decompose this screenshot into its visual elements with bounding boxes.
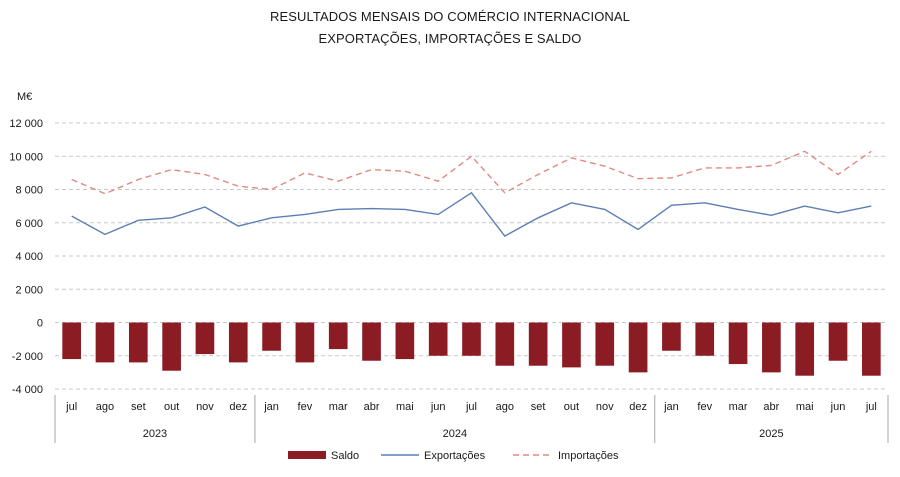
saldo-bar [428, 322, 448, 356]
chart-subtitle: EXPORTAÇÕES, IMPORTAÇÕES E SALDO [318, 31, 582, 46]
year-label: 2025 [759, 428, 783, 440]
saldo-bar [695, 322, 715, 356]
saldo-bar [828, 322, 848, 361]
x-tick-label: mai [396, 401, 414, 413]
saldo-bar [728, 322, 748, 365]
x-tick-label: set [531, 401, 546, 413]
x-tick-label: jul [865, 401, 877, 413]
saldo-bar [95, 322, 115, 363]
x-tick-label: out [564, 401, 579, 413]
x-tick-label: out [164, 401, 179, 413]
saldo-bar [862, 322, 881, 376]
y-tick-label: 8 000 [15, 185, 43, 197]
y-tick-label: 6 000 [15, 218, 43, 230]
x-tick-label: nov [196, 401, 214, 413]
x-tick-label: fev [697, 401, 712, 413]
x-tick-label: set [131, 401, 146, 413]
x-tick-label: jun [430, 401, 446, 413]
x-tick-label: jul [65, 401, 77, 413]
chart-title: RESULTADOS MENSAIS DO COMÉRCIO INTERNACI… [269, 9, 631, 24]
saldo-bar [462, 322, 481, 356]
saldo-bar [495, 322, 515, 366]
x-tick-label: mar [729, 401, 748, 413]
y-tick-label: 4 000 [15, 251, 43, 263]
x-tick-label: dez [229, 401, 247, 413]
y-tick-label: -4 000 [12, 384, 43, 396]
saldo-bar [662, 322, 681, 351]
legend-exportacoes-label: Exportações [424, 450, 486, 462]
saldo-bar [295, 322, 315, 363]
year-label: 2023 [143, 428, 167, 440]
saldo-bar [62, 322, 81, 360]
saldo-bar [362, 322, 381, 361]
saldo-bar [228, 322, 248, 363]
x-tick-label: mar [329, 401, 348, 413]
y-tick-label: 2 000 [15, 284, 43, 296]
saldo-bar [562, 322, 581, 368]
y-tick-label: 0 [37, 318, 43, 330]
x-tick-label: jun [830, 401, 846, 413]
x-tick-label: mai [796, 401, 814, 413]
importacoes-line [71, 150, 872, 195]
y-tick-label: -2 000 [12, 351, 43, 363]
x-tick-label: jan [663, 401, 679, 413]
saldo-bar [595, 322, 615, 366]
saldo-bar [762, 322, 781, 373]
y-axis-unit: M€ [17, 91, 32, 103]
x-tick-label: ago [96, 401, 114, 413]
saldo-bar [328, 322, 348, 350]
legend-saldo-label: Saldo [331, 450, 359, 462]
saldo-bar [528, 322, 548, 366]
legend-saldo-swatch [288, 451, 326, 459]
y-tick-label: 10 000 [9, 151, 43, 163]
x-tick-label: abr [763, 401, 779, 413]
saldo-bar [262, 322, 281, 351]
x-tick-label: ago [496, 401, 514, 413]
x-tick-label: nov [596, 401, 614, 413]
x-tick-label: abr [364, 401, 380, 413]
saldo-bar [162, 322, 181, 371]
exportacoes-line [71, 191, 872, 238]
year-label: 2024 [443, 428, 467, 440]
x-tick-label: jan [263, 401, 279, 413]
x-tick-label: jul [465, 401, 477, 413]
saldo-bar [628, 322, 648, 373]
x-tick-label: fev [298, 401, 313, 413]
saldo-bar [395, 322, 415, 360]
saldo-bar [795, 322, 815, 376]
saldo-bar [195, 322, 215, 355]
saldo-bar [128, 322, 148, 363]
legend-importacoes-label: Importações [558, 450, 619, 462]
x-tick-label: dez [629, 401, 647, 413]
y-tick-label: 12 000 [9, 118, 43, 130]
